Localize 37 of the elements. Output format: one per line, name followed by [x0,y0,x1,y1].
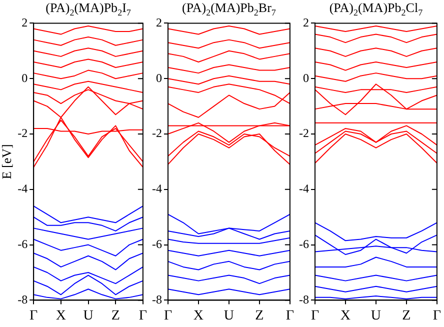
y-tick-label: -2 [18,126,28,140]
x-tick-label: Γ [286,308,294,324]
x-tick-label: Γ [310,308,320,324]
y-tick-label: 0 [302,70,309,85]
y-tick-label: -6 [152,236,162,251]
chart-title: (PA)$_{2}$(MA)Pb$_{2}$Cl$_{7}$ [329,0,423,18]
x-tick-label: U [83,308,94,324]
y-tick-label: -8 [152,292,162,306]
x-tick-label: U [224,308,234,324]
y-tick-label: -2 [298,126,309,140]
y-tick-label: -4 [18,182,28,196]
x-tick-label: Γ [432,308,441,324]
x-tick-label: Z [111,308,120,324]
y-tick-label: -8 [18,292,28,306]
x-tick-label: Γ [138,308,147,324]
y-tick-label: 2 [302,15,309,30]
y-tick-label: -8 [298,292,309,306]
y-tick-label: -4 [152,182,162,196]
y-tick-label: 0 [156,70,162,85]
y-tick-label: 2 [156,15,162,30]
x-tick-label: Γ [30,308,38,324]
x-tick-label: U [370,308,382,324]
chart-title: (PA)$_{2}$(MA)Pb$_{2}$Br$_{7}$ [182,0,276,18]
x-tick-label: Γ [164,308,172,324]
y-tick-label: 0 [22,70,28,85]
y-tick-label: -6 [298,236,309,251]
y-tick-label: 2 [22,15,28,30]
chart-title: (PA)$_{2}$(MA)Pb$_{2}$I$_{7}$ [46,0,131,18]
y-tick-label: -6 [18,236,28,251]
x-tick-label: X [340,308,351,324]
x-tick-label: X [56,308,66,324]
x-tick-label: Z [402,308,411,324]
x-tick-label: X [193,308,204,324]
x-tick-label: Z [255,308,264,324]
y-tick-label: -4 [298,182,309,196]
y-tick-label: -2 [152,126,162,140]
y-axis-title: E [eV] [0,144,14,180]
